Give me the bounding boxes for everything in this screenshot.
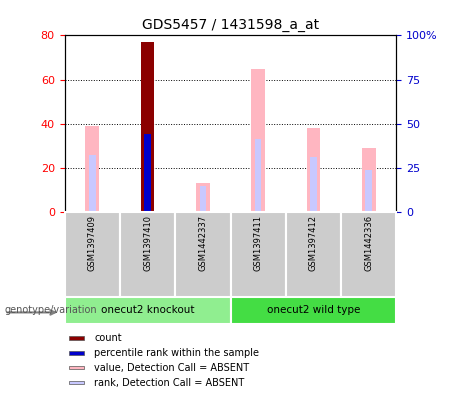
Bar	[255, 139, 261, 212]
Text: percentile rank within the sample: percentile rank within the sample	[95, 348, 259, 358]
Bar	[230, 297, 396, 324]
Bar	[69, 351, 84, 354]
Text: GSM1397410: GSM1397410	[143, 215, 152, 271]
Bar	[200, 185, 206, 212]
Bar	[341, 212, 396, 297]
Bar	[69, 336, 84, 340]
Bar	[65, 297, 230, 324]
Text: genotype/variation: genotype/variation	[5, 305, 97, 316]
Bar	[196, 184, 210, 212]
Bar	[141, 42, 154, 212]
Text: GSM1397411: GSM1397411	[254, 215, 263, 271]
Text: GSM1397412: GSM1397412	[309, 215, 318, 271]
Title: GDS5457 / 1431598_a_at: GDS5457 / 1431598_a_at	[142, 18, 319, 31]
Bar	[310, 157, 317, 212]
Text: GSM1442337: GSM1442337	[198, 215, 207, 271]
Bar	[144, 134, 151, 212]
Bar	[85, 126, 99, 212]
Bar	[366, 170, 372, 212]
Bar	[144, 135, 151, 212]
Text: count: count	[95, 333, 122, 343]
Bar	[286, 212, 341, 297]
Bar	[175, 212, 230, 297]
Text: rank, Detection Call = ABSENT: rank, Detection Call = ABSENT	[95, 378, 244, 387]
Bar	[65, 212, 120, 297]
Bar	[69, 381, 84, 384]
Text: GSM1442336: GSM1442336	[364, 215, 373, 271]
Bar	[230, 212, 286, 297]
Text: onecut2 knockout: onecut2 knockout	[101, 305, 194, 316]
Text: value, Detection Call = ABSENT: value, Detection Call = ABSENT	[95, 363, 249, 373]
Text: GSM1397409: GSM1397409	[88, 215, 97, 271]
Bar	[362, 148, 376, 212]
Bar	[120, 212, 175, 297]
Bar	[89, 155, 95, 212]
Bar	[251, 68, 265, 212]
Bar	[69, 366, 84, 369]
Bar	[307, 128, 320, 212]
Text: onecut2 wild type: onecut2 wild type	[267, 305, 360, 316]
